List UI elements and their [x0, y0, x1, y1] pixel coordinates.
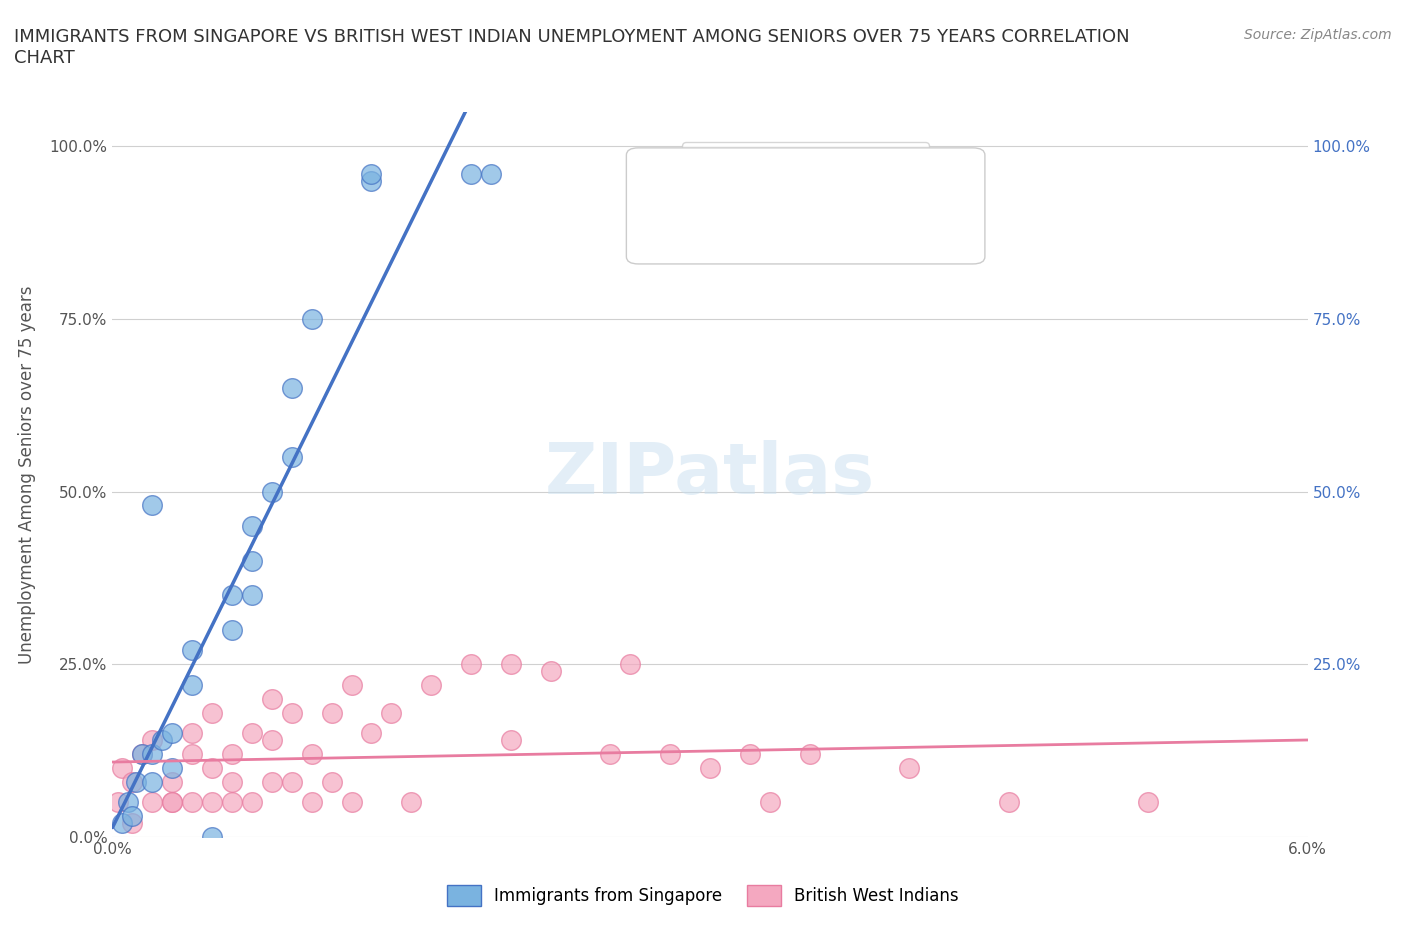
Point — [540, 664, 562, 679]
Point — [240, 588, 263, 603]
Point — [260, 691, 283, 706]
Point — [107, 795, 129, 810]
FancyBboxPatch shape — [627, 148, 986, 264]
Point — [221, 588, 243, 603]
Point — [181, 678, 204, 693]
Point — [221, 795, 243, 810]
Point — [201, 705, 224, 720]
Point — [738, 747, 761, 762]
Point — [301, 795, 323, 810]
Point — [599, 747, 621, 762]
Point — [360, 173, 382, 188]
Point — [301, 747, 323, 762]
Point — [221, 622, 243, 637]
Point — [201, 795, 224, 810]
Point — [131, 747, 153, 762]
Point — [281, 775, 304, 790]
Point — [499, 733, 522, 748]
Point — [659, 747, 682, 762]
Point — [401, 795, 423, 810]
Point — [340, 795, 363, 810]
Point — [759, 795, 782, 810]
Point — [181, 747, 204, 762]
Point — [479, 166, 502, 181]
Point — [121, 809, 143, 824]
Point — [619, 657, 641, 671]
Point — [141, 775, 163, 790]
Point — [260, 485, 283, 499]
Y-axis label: Unemployment Among Seniors over 75 years: Unemployment Among Seniors over 75 years — [18, 286, 35, 663]
Point — [181, 726, 204, 741]
Point — [131, 747, 153, 762]
Point — [281, 380, 304, 395]
Point — [125, 775, 148, 790]
Legend: R =  0.747   N = 27, R = -0.016   N = 50: R = 0.747 N = 27, R = -0.016 N = 50 — [682, 142, 929, 224]
Point — [1137, 795, 1160, 810]
Point — [499, 657, 522, 671]
Point — [162, 775, 183, 790]
Point — [260, 733, 283, 748]
Point — [281, 705, 304, 720]
Point — [141, 733, 163, 748]
Point — [162, 795, 183, 810]
Point — [699, 761, 721, 776]
Point — [181, 643, 204, 658]
Text: Source: ZipAtlas.com: Source: ZipAtlas.com — [1244, 28, 1392, 42]
Point — [340, 678, 363, 693]
Point — [898, 761, 921, 776]
Point — [998, 795, 1021, 810]
Point — [321, 775, 343, 790]
Point — [360, 726, 382, 741]
Point — [141, 747, 163, 762]
Point — [117, 795, 139, 810]
Point — [181, 795, 204, 810]
Point — [460, 166, 482, 181]
Point — [162, 761, 183, 776]
Point — [240, 553, 263, 568]
Legend: Immigrants from Singapore, British West Indians: Immigrants from Singapore, British West … — [441, 879, 965, 912]
Point — [121, 816, 143, 830]
Point — [141, 795, 163, 810]
Point — [321, 705, 343, 720]
Point — [301, 312, 323, 326]
Point — [240, 726, 263, 741]
Point — [281, 449, 304, 464]
Point — [150, 733, 173, 748]
Point — [111, 761, 134, 776]
Point — [240, 795, 263, 810]
Point — [460, 657, 482, 671]
Text: IMMIGRANTS FROM SINGAPORE VS BRITISH WEST INDIAN UNEMPLOYMENT AMONG SENIORS OVER: IMMIGRANTS FROM SINGAPORE VS BRITISH WES… — [14, 28, 1129, 67]
Point — [420, 678, 443, 693]
Point — [162, 726, 183, 741]
Point — [221, 747, 243, 762]
Point — [360, 166, 382, 181]
Point — [201, 761, 224, 776]
Point — [121, 775, 143, 790]
Point — [111, 816, 134, 830]
Point — [141, 498, 163, 512]
Point — [380, 705, 402, 720]
Point — [240, 519, 263, 534]
Point — [162, 795, 183, 810]
Text: ZIPatlas: ZIPatlas — [546, 440, 875, 509]
Point — [260, 775, 283, 790]
Point — [221, 775, 243, 790]
Point — [201, 830, 224, 844]
Point — [799, 747, 821, 762]
